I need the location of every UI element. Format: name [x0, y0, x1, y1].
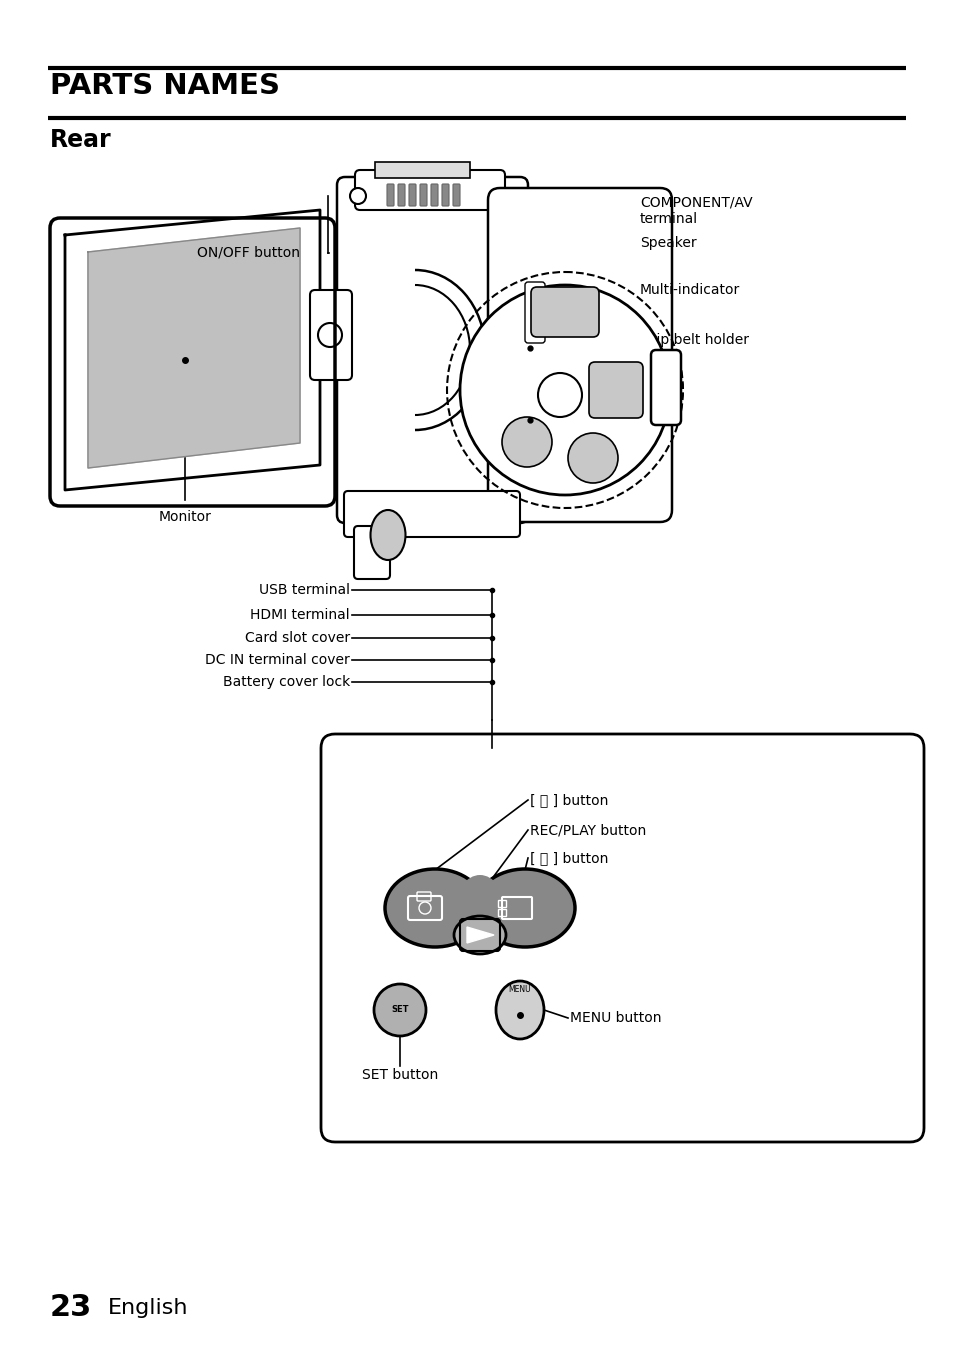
Text: ON/OFF button: ON/OFF button: [196, 246, 299, 260]
FancyBboxPatch shape: [453, 184, 459, 206]
FancyBboxPatch shape: [419, 184, 427, 206]
FancyBboxPatch shape: [344, 491, 519, 537]
FancyBboxPatch shape: [355, 169, 504, 210]
Text: Speaker: Speaker: [639, 235, 696, 250]
Text: COMPONENT/AV
terminal: COMPONENT/AV terminal: [639, 195, 752, 226]
Text: HDMI terminal: HDMI terminal: [250, 608, 350, 621]
Circle shape: [317, 323, 341, 347]
Circle shape: [501, 417, 552, 467]
Ellipse shape: [496, 981, 543, 1038]
Polygon shape: [65, 210, 319, 490]
FancyBboxPatch shape: [531, 286, 598, 338]
Ellipse shape: [370, 510, 405, 560]
Text: DC IN terminal cover: DC IN terminal cover: [205, 654, 350, 667]
FancyBboxPatch shape: [310, 291, 352, 381]
Polygon shape: [467, 927, 494, 943]
FancyBboxPatch shape: [431, 184, 437, 206]
FancyBboxPatch shape: [488, 188, 671, 522]
Text: REC/PLAY: REC/PLAY: [459, 943, 499, 952]
FancyBboxPatch shape: [441, 184, 449, 206]
Text: Battery cover lock: Battery cover lock: [222, 675, 350, 689]
FancyBboxPatch shape: [320, 734, 923, 1142]
Text: Multi-indicator: Multi-indicator: [639, 282, 740, 297]
FancyBboxPatch shape: [387, 184, 394, 206]
Text: SET button: SET button: [361, 1068, 437, 1081]
Text: PARTS NAMES: PARTS NAMES: [50, 73, 280, 100]
FancyBboxPatch shape: [336, 178, 527, 523]
Text: MENU button: MENU button: [569, 1011, 660, 1025]
Ellipse shape: [455, 876, 504, 946]
FancyBboxPatch shape: [375, 161, 470, 178]
Text: 23: 23: [50, 1294, 92, 1322]
Ellipse shape: [385, 869, 484, 947]
FancyBboxPatch shape: [397, 184, 405, 206]
FancyBboxPatch shape: [409, 184, 416, 206]
Circle shape: [350, 188, 366, 204]
Ellipse shape: [454, 916, 505, 954]
FancyBboxPatch shape: [650, 350, 680, 425]
Text: Grip belt holder: Grip belt holder: [639, 334, 748, 347]
Text: Card slot cover: Card slot cover: [245, 631, 350, 646]
Text: SET: SET: [391, 1006, 408, 1014]
FancyBboxPatch shape: [524, 282, 544, 343]
Text: REC/PLAY button: REC/PLAY button: [530, 823, 645, 837]
Circle shape: [374, 985, 426, 1036]
FancyBboxPatch shape: [588, 362, 642, 418]
Ellipse shape: [475, 869, 575, 947]
Text: Monitor: Monitor: [158, 510, 212, 525]
Circle shape: [567, 433, 618, 483]
Text: Rear: Rear: [50, 128, 112, 152]
Circle shape: [459, 285, 669, 495]
Circle shape: [537, 373, 581, 417]
Text: MENU: MENU: [508, 986, 531, 994]
Text: [ 🎥 ] button: [ 🎥 ] button: [530, 851, 608, 865]
Text: [ 📷 ] button: [ 📷 ] button: [530, 794, 608, 807]
Text: English: English: [108, 1298, 189, 1318]
FancyBboxPatch shape: [354, 526, 390, 578]
Text: USB terminal: USB terminal: [258, 582, 350, 597]
Polygon shape: [88, 229, 299, 468]
